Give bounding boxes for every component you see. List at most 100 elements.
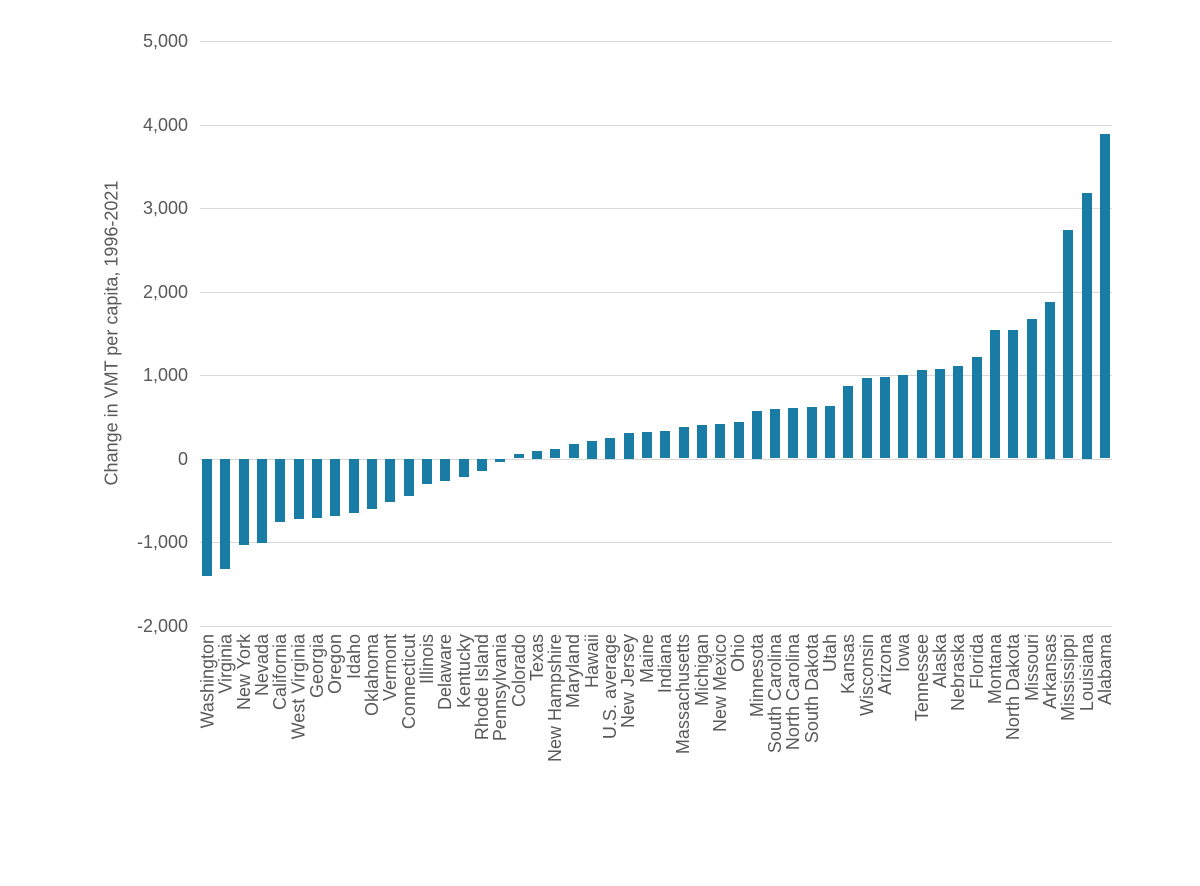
bar xyxy=(1063,229,1074,459)
x-tick-label: Virginia xyxy=(215,634,236,694)
x-tick-label: New York xyxy=(233,634,254,711)
x-tick-label: Utah xyxy=(820,634,841,673)
bar xyxy=(421,458,432,484)
x-tick-label: Illinois xyxy=(416,634,437,685)
y-tick-label: -2,000 xyxy=(136,615,188,636)
bar xyxy=(495,458,506,462)
gridline xyxy=(200,124,1112,126)
bar xyxy=(513,454,524,459)
bar xyxy=(806,406,817,459)
x-tick-label: Maryland xyxy=(563,634,584,709)
bar xyxy=(825,405,836,459)
x-tick-label: Missouri xyxy=(1021,634,1042,702)
x-tick-label: Texas xyxy=(526,634,547,682)
bar xyxy=(751,410,762,459)
x-tick-label: Michigan xyxy=(691,634,712,707)
x-tick-label: Wisconsin xyxy=(856,634,877,717)
y-tick-label: 0 xyxy=(177,448,188,469)
x-tick-label: Iowa xyxy=(893,634,914,673)
bar xyxy=(275,458,286,522)
bar xyxy=(696,425,707,459)
x-tick-label: Oklahoma xyxy=(361,634,382,717)
bar xyxy=(678,427,689,459)
bar xyxy=(202,458,212,577)
x-tick-label: Kansas xyxy=(838,634,859,695)
bar xyxy=(715,424,726,459)
bar xyxy=(990,330,1000,459)
x-tick-label: Indiana xyxy=(655,634,676,694)
x-tick-label: New Hampshire xyxy=(545,634,566,763)
x-tick-label: California xyxy=(270,634,291,711)
bar xyxy=(1045,301,1055,459)
x-tick-label: Washington xyxy=(197,634,217,729)
x-tick-label: Tennessee xyxy=(911,634,932,722)
x-axis-line xyxy=(200,458,1112,460)
y-tick-label: 2,000 xyxy=(142,281,188,302)
bar xyxy=(440,458,451,481)
bar xyxy=(953,366,964,459)
bar xyxy=(366,458,377,509)
bar xyxy=(971,356,982,459)
bar xyxy=(330,458,341,517)
bar xyxy=(348,458,359,513)
x-tick-label: Florida xyxy=(966,634,987,690)
x-tick-label: Montana xyxy=(985,634,1005,705)
bar xyxy=(550,449,561,459)
gridline xyxy=(200,375,1112,376)
bar xyxy=(403,458,414,497)
bar xyxy=(1081,193,1092,459)
x-tick-label: New Mexico xyxy=(710,634,731,733)
x-tick-label: Alabama xyxy=(1095,634,1115,706)
bar xyxy=(916,369,927,459)
bar xyxy=(770,409,781,459)
bar xyxy=(935,368,946,459)
y-tick-label: 5,000 xyxy=(142,31,188,51)
bar xyxy=(861,378,872,459)
x-tick-label: New Jersey xyxy=(618,634,639,729)
bar xyxy=(733,422,744,459)
x-tick-label: Oregon xyxy=(325,634,346,695)
bar xyxy=(1008,329,1019,459)
y-tick-label: 4,000 xyxy=(142,114,188,135)
x-tick-label: North Dakota xyxy=(1003,634,1024,741)
y-tick-label: 3,000 xyxy=(142,198,188,218)
bar xyxy=(843,385,854,459)
bar xyxy=(458,458,469,477)
x-tick-label: Louisiana xyxy=(1076,634,1097,712)
y-axis-title: Change in VMT per capita, 1996-2021 xyxy=(101,180,122,486)
y-tick-label: -1,000 xyxy=(136,532,188,552)
x-tick-label: U.S. average xyxy=(600,634,621,740)
x-tick-label: Delaware xyxy=(435,634,456,711)
bar xyxy=(1026,318,1037,459)
bar xyxy=(586,440,597,459)
x-tick-label: Massachusetts xyxy=(673,634,694,755)
bar xyxy=(568,444,579,459)
bar xyxy=(788,407,799,459)
bar xyxy=(898,374,909,459)
bar xyxy=(660,430,671,459)
x-tick-label: Kentucky xyxy=(453,634,474,709)
bar xyxy=(623,433,634,459)
gridline xyxy=(200,291,1112,293)
bar xyxy=(293,458,304,519)
gridline xyxy=(200,41,1112,42)
x-tick-label: Ohio xyxy=(728,634,749,673)
gridline xyxy=(200,208,1112,209)
bar xyxy=(385,458,396,502)
bar xyxy=(880,377,891,459)
x-tick-label: South Carolina xyxy=(765,634,786,754)
x-tick-label: Alaska xyxy=(930,634,951,689)
x-tick-label: Mississippi xyxy=(1058,634,1079,722)
x-tick-label: Georgia xyxy=(307,634,327,699)
x-tick-label: Hawaii xyxy=(581,634,602,689)
x-tick-label: South Dakota xyxy=(801,634,822,744)
bar xyxy=(220,458,231,569)
bar xyxy=(531,451,542,459)
x-tick-label: Minnesota xyxy=(746,634,767,718)
x-tick-label: Pennsylvania xyxy=(490,634,511,742)
x-tick-label: Idaho xyxy=(343,634,364,680)
x-tick-label: Colorado xyxy=(508,634,529,708)
bar xyxy=(476,458,487,471)
x-tick-label: Rhode Island xyxy=(471,634,492,741)
bar xyxy=(605,438,616,459)
